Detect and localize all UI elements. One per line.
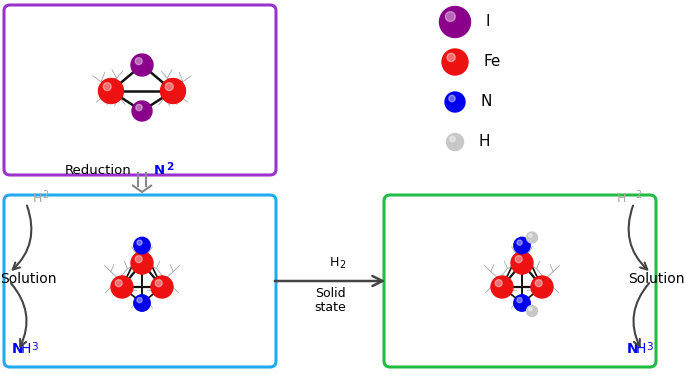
Text: 3: 3 xyxy=(646,342,653,352)
Circle shape xyxy=(115,280,122,287)
Circle shape xyxy=(449,95,456,102)
Circle shape xyxy=(514,295,530,311)
Text: 2: 2 xyxy=(339,261,345,271)
Circle shape xyxy=(103,83,111,90)
Circle shape xyxy=(529,234,532,238)
Circle shape xyxy=(442,49,468,75)
Circle shape xyxy=(447,133,464,150)
Text: N: N xyxy=(627,342,638,356)
Circle shape xyxy=(151,276,173,298)
Circle shape xyxy=(527,232,538,243)
Circle shape xyxy=(99,78,123,104)
Circle shape xyxy=(136,104,142,111)
Text: Solution: Solution xyxy=(629,272,685,286)
Circle shape xyxy=(447,53,456,61)
Text: H: H xyxy=(33,193,42,205)
Text: state: state xyxy=(314,301,346,314)
Circle shape xyxy=(515,256,522,263)
Text: H: H xyxy=(479,135,490,150)
Circle shape xyxy=(517,297,522,303)
Circle shape xyxy=(440,6,471,37)
Text: I: I xyxy=(486,14,490,29)
Circle shape xyxy=(495,280,502,287)
Circle shape xyxy=(517,240,522,245)
Circle shape xyxy=(445,92,465,112)
Text: H: H xyxy=(636,342,647,356)
Circle shape xyxy=(137,297,142,303)
Circle shape xyxy=(491,276,513,298)
Circle shape xyxy=(134,295,150,311)
Text: Fe: Fe xyxy=(483,55,500,69)
Circle shape xyxy=(445,12,456,21)
Circle shape xyxy=(131,54,153,76)
Text: Solid: Solid xyxy=(314,287,345,300)
Text: H: H xyxy=(330,256,339,269)
Circle shape xyxy=(155,280,162,287)
Text: 2: 2 xyxy=(635,190,641,200)
Text: 2: 2 xyxy=(42,190,48,200)
Circle shape xyxy=(137,240,142,245)
Text: Solution: Solution xyxy=(0,272,56,286)
Text: H: H xyxy=(616,193,626,205)
Circle shape xyxy=(111,276,133,298)
Circle shape xyxy=(135,256,142,263)
FancyBboxPatch shape xyxy=(4,195,276,367)
FancyBboxPatch shape xyxy=(4,5,276,175)
Circle shape xyxy=(132,101,152,121)
Circle shape xyxy=(134,237,150,254)
Circle shape xyxy=(135,58,142,65)
Circle shape xyxy=(531,276,553,298)
Circle shape xyxy=(450,136,455,142)
Circle shape xyxy=(131,252,153,274)
FancyBboxPatch shape xyxy=(384,195,656,367)
Text: Reduction: Reduction xyxy=(65,164,132,177)
Circle shape xyxy=(527,305,538,317)
Circle shape xyxy=(165,83,173,90)
Text: N: N xyxy=(480,95,491,109)
Text: 3: 3 xyxy=(31,342,38,352)
Circle shape xyxy=(160,78,186,104)
Text: H: H xyxy=(21,342,32,356)
Text: 2: 2 xyxy=(166,162,173,173)
Circle shape xyxy=(514,237,530,254)
Circle shape xyxy=(511,252,533,274)
Circle shape xyxy=(535,280,543,287)
Text: N: N xyxy=(12,342,23,356)
Text: N: N xyxy=(154,164,165,177)
Circle shape xyxy=(529,307,532,311)
